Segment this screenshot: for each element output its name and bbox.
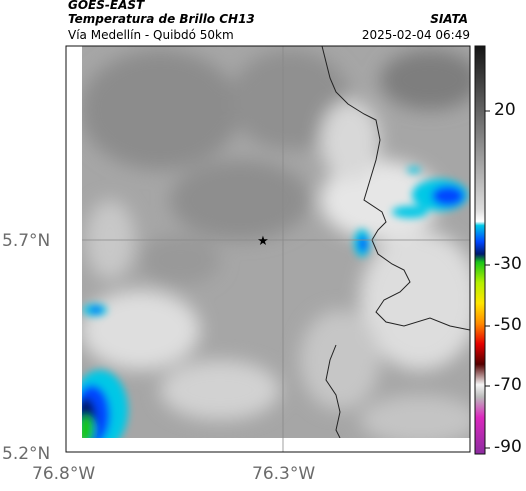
area-label: Vía Medellín - Quibdó 50km [68,28,234,42]
colorbar-tick-label: -90 [494,437,522,457]
lon-label: 76.8°W [32,464,96,484]
colorbar-tick-label: -50 [494,315,522,335]
organization-label: SIATA [430,12,468,26]
product-title: Temperatura de Brillo CH13 [68,12,255,26]
colorbar-tick-label: -70 [494,375,522,395]
lon-label: 76.3°W [252,464,316,484]
lat-label: 5.2°N [2,444,51,464]
cloud-imagery [82,46,470,438]
colorbar-tick-label: -30 [494,254,522,274]
colorbar [474,45,490,455]
star-icon: ★ [257,234,269,249]
timestamp-label: 2025-02-04 06:49 [361,28,470,42]
lat-label: 5.7°N [2,231,51,251]
satellite-name: GOES-EAST [68,0,145,12]
map-gridlines [82,46,470,452]
colorbar-tick-label: 20 [494,100,516,120]
